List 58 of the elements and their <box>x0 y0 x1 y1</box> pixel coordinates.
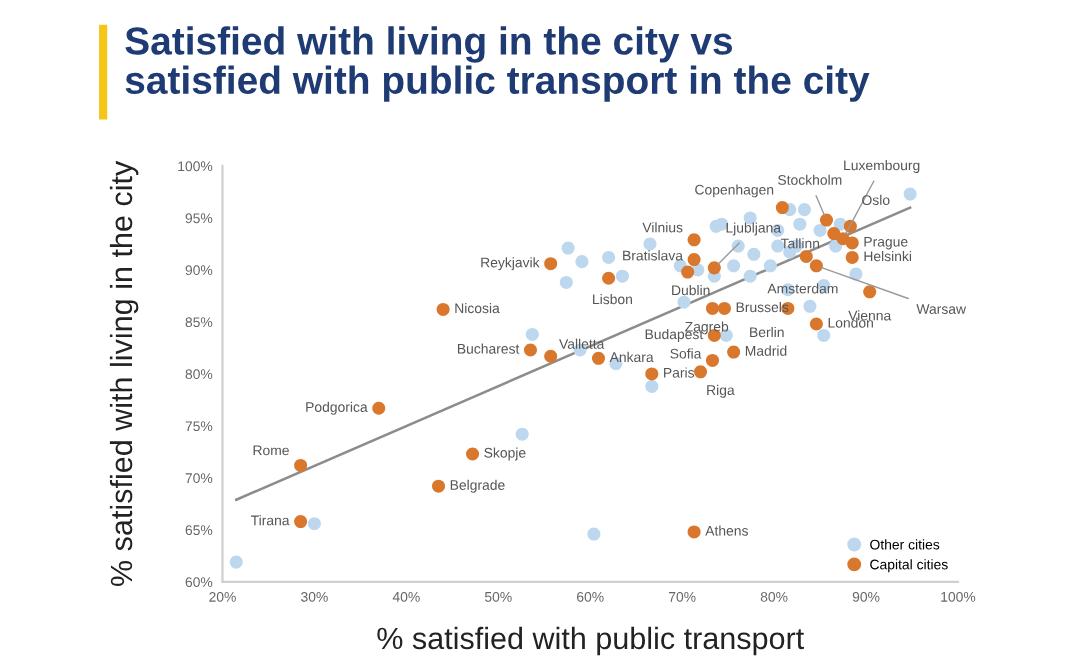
point <box>809 259 823 273</box>
point <box>432 479 446 493</box>
chart-title: Satisfied with living in the city vs satisfied with public transport in the city <box>125 26 870 102</box>
point <box>523 343 537 357</box>
point <box>643 237 657 251</box>
point <box>687 253 701 267</box>
point <box>677 295 691 309</box>
point <box>372 401 386 415</box>
point <box>294 515 308 529</box>
point <box>525 327 539 341</box>
point <box>775 201 789 215</box>
point <box>845 250 859 264</box>
point <box>294 458 308 472</box>
y-axis-title: % satisfied with living in the city <box>109 160 139 586</box>
point <box>705 353 720 367</box>
point <box>809 317 823 331</box>
point <box>687 525 701 539</box>
point <box>803 299 817 313</box>
point <box>544 349 558 363</box>
point <box>817 328 831 342</box>
point <box>645 367 659 381</box>
point <box>591 351 606 365</box>
point <box>747 247 761 261</box>
point <box>561 241 575 255</box>
point <box>717 301 731 315</box>
point <box>863 285 877 299</box>
point <box>793 217 807 231</box>
point <box>559 275 573 289</box>
point <box>681 265 695 279</box>
point <box>763 259 777 273</box>
point <box>645 379 659 393</box>
point <box>615 269 629 283</box>
point <box>602 271 616 285</box>
point <box>727 345 741 359</box>
point <box>797 203 811 217</box>
point <box>694 365 708 379</box>
point <box>587 527 601 541</box>
point <box>827 227 841 241</box>
point <box>813 223 827 237</box>
point <box>307 517 321 531</box>
point <box>544 257 558 271</box>
point <box>575 255 589 269</box>
point <box>903 187 917 201</box>
point <box>727 259 741 273</box>
point <box>687 233 701 247</box>
x-axis-title: % satisfied with public transport <box>377 626 804 656</box>
point <box>819 213 834 227</box>
point <box>743 269 757 283</box>
point <box>705 301 720 315</box>
point <box>436 302 450 316</box>
point <box>466 447 480 461</box>
point <box>602 250 616 264</box>
point <box>845 236 859 250</box>
point <box>229 555 243 569</box>
point <box>799 249 813 263</box>
point <box>707 261 721 275</box>
point <box>849 267 863 281</box>
point <box>515 427 529 441</box>
